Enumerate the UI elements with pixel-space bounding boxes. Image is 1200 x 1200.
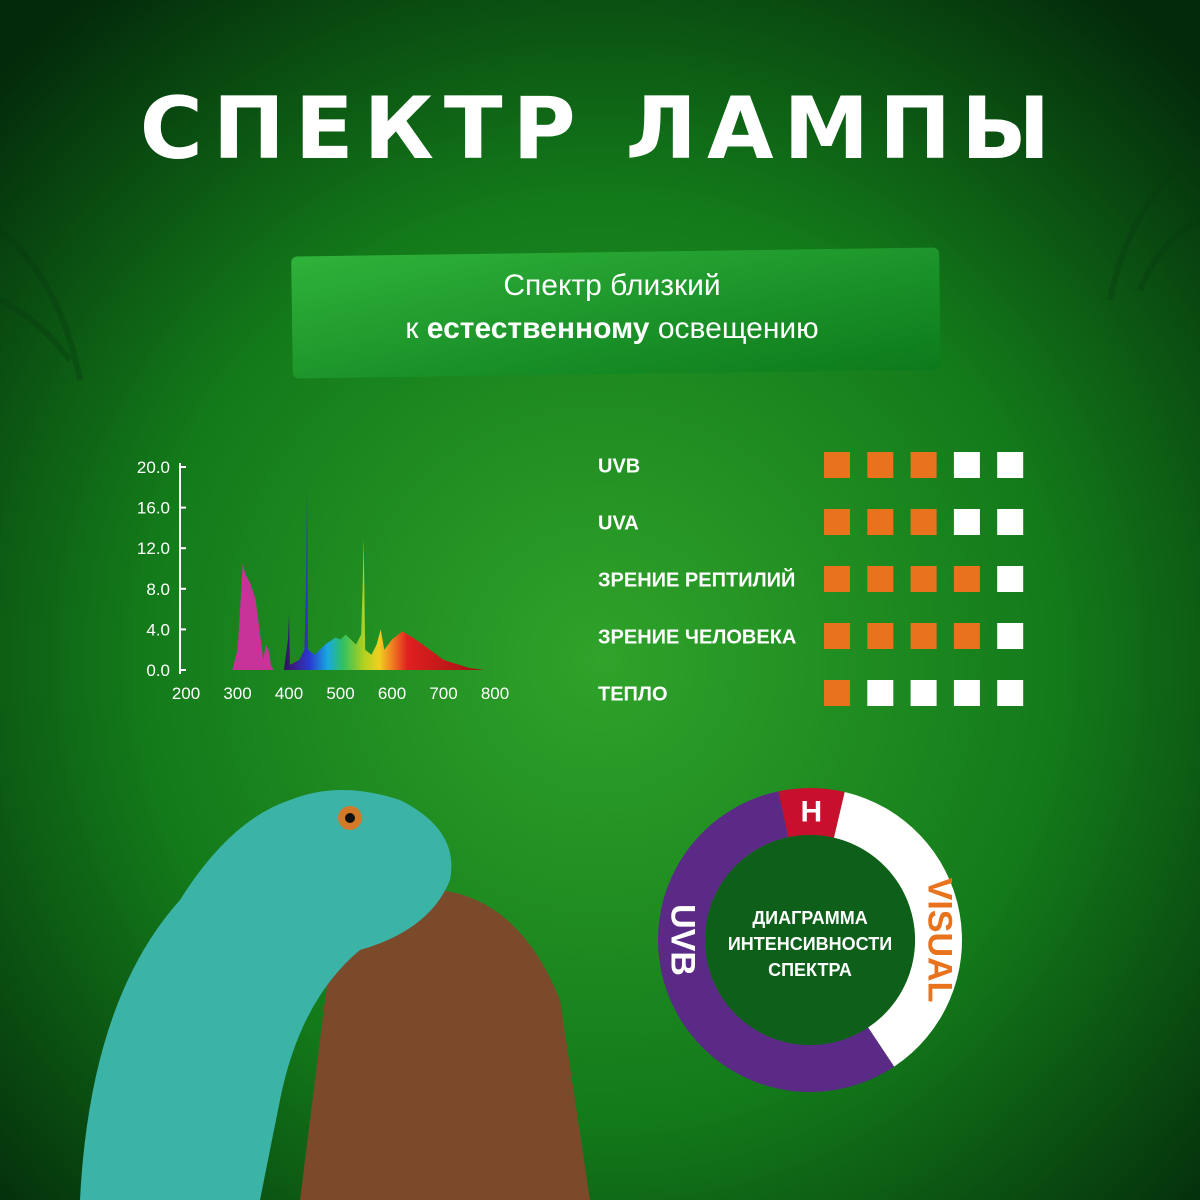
- rating-label: ЗРЕНИЕ РЕПТИЛИЙ: [598, 567, 795, 591]
- donut-segment: [657, 791, 895, 1092]
- rating-square: [824, 680, 850, 706]
- donut-label: UVB: [664, 904, 702, 976]
- rating-label: UVA: [598, 512, 639, 534]
- donut-segment: [778, 788, 845, 838]
- rating-square: [910, 452, 937, 478]
- rating-square: [997, 623, 1024, 649]
- rating-square: [824, 623, 850, 649]
- rating-square: [997, 680, 1024, 706]
- rating-square: [910, 566, 937, 592]
- rating-square: [867, 452, 894, 478]
- banner: [291, 247, 941, 379]
- x-tick-label: 600: [378, 684, 406, 703]
- rating-square: [953, 680, 980, 706]
- donut-chart: H VISUAL UVB ДИАГРАММА ИНТЕНСИВНОСТИ СПЕКТРА: [657, 788, 963, 1092]
- rating-square: [824, 452, 850, 478]
- y-tick-label: 8.0: [146, 580, 170, 599]
- spectrum-area: [232, 487, 485, 670]
- ratings: UVB UVA ЗРЕНИЕ РЕПТИЛИЙ ЗРЕНИЕ ЧЕЛОВЕКА ТЕПЛ…: [598, 452, 1024, 706]
- banner-text: к: [405, 312, 419, 345]
- rating-square: [910, 509, 937, 535]
- banner-line1: Спектр близкий: [503, 269, 720, 302]
- rating-square: [997, 566, 1024, 592]
- banner-line2: к естественному освещению: [405, 312, 818, 345]
- y-tick-label: 16.0: [137, 499, 170, 518]
- rating-square: [824, 566, 850, 592]
- banner-text: освещению: [658, 312, 819, 345]
- donut-center-text: ДИАГРАММА: [752, 908, 867, 928]
- x-tick-label: 200: [172, 684, 200, 703]
- spectrum-chart: 0.0 4.0 8.0 12.0 16.0 20.0 200 300 400 500 600 700 8…: [137, 458, 509, 703]
- iguana-illustration: [80, 790, 590, 1200]
- x-tick-label: 300: [223, 684, 251, 703]
- y-tick-label: 0.0: [146, 661, 170, 680]
- y-tick-label: 12.0: [137, 539, 170, 558]
- donut-segment: [833, 792, 963, 1067]
- rating-square: [867, 566, 894, 592]
- donut-center-text: ИНТЕНСИВНОСТИ: [728, 934, 892, 954]
- donut-hole: [705, 835, 915, 1045]
- rating-square: [953, 509, 980, 535]
- rating-square: [867, 623, 894, 649]
- title: СПЕКТР ЛАМПЫ: [140, 79, 1060, 179]
- donut-label: VISUAL: [921, 878, 959, 1003]
- rating-square: [997, 452, 1024, 478]
- banner-bold: естественному: [427, 312, 650, 345]
- rating-square: [910, 680, 937, 706]
- donut-label: H: [801, 796, 823, 829]
- y-tick-label: 20.0: [137, 458, 170, 477]
- x-tick-label: 400: [275, 684, 303, 703]
- rating-square: [824, 509, 850, 535]
- banner-box: [291, 247, 941, 379]
- rating-square: [953, 623, 980, 649]
- rating-square: [953, 566, 980, 592]
- rating-square: [867, 680, 894, 706]
- x-tick-label: 500: [326, 684, 354, 703]
- rating-square: [953, 452, 980, 478]
- x-tick-label: 700: [429, 684, 457, 703]
- rating-square: [910, 623, 937, 649]
- rating-label: ТЕПЛО: [598, 683, 668, 705]
- donut-center-text: СПЕКТРА: [768, 960, 852, 980]
- rating-square: [867, 509, 894, 535]
- rating-label: ЗРЕНИЕ ЧЕЛОВЕКА: [598, 626, 796, 648]
- rating-label: UVB: [598, 455, 640, 477]
- rating-square: [997, 509, 1024, 535]
- y-tick-label: 4.0: [146, 620, 170, 639]
- palm-leaves: [0, 147, 1200, 381]
- x-tick-label: 800: [481, 684, 509, 703]
